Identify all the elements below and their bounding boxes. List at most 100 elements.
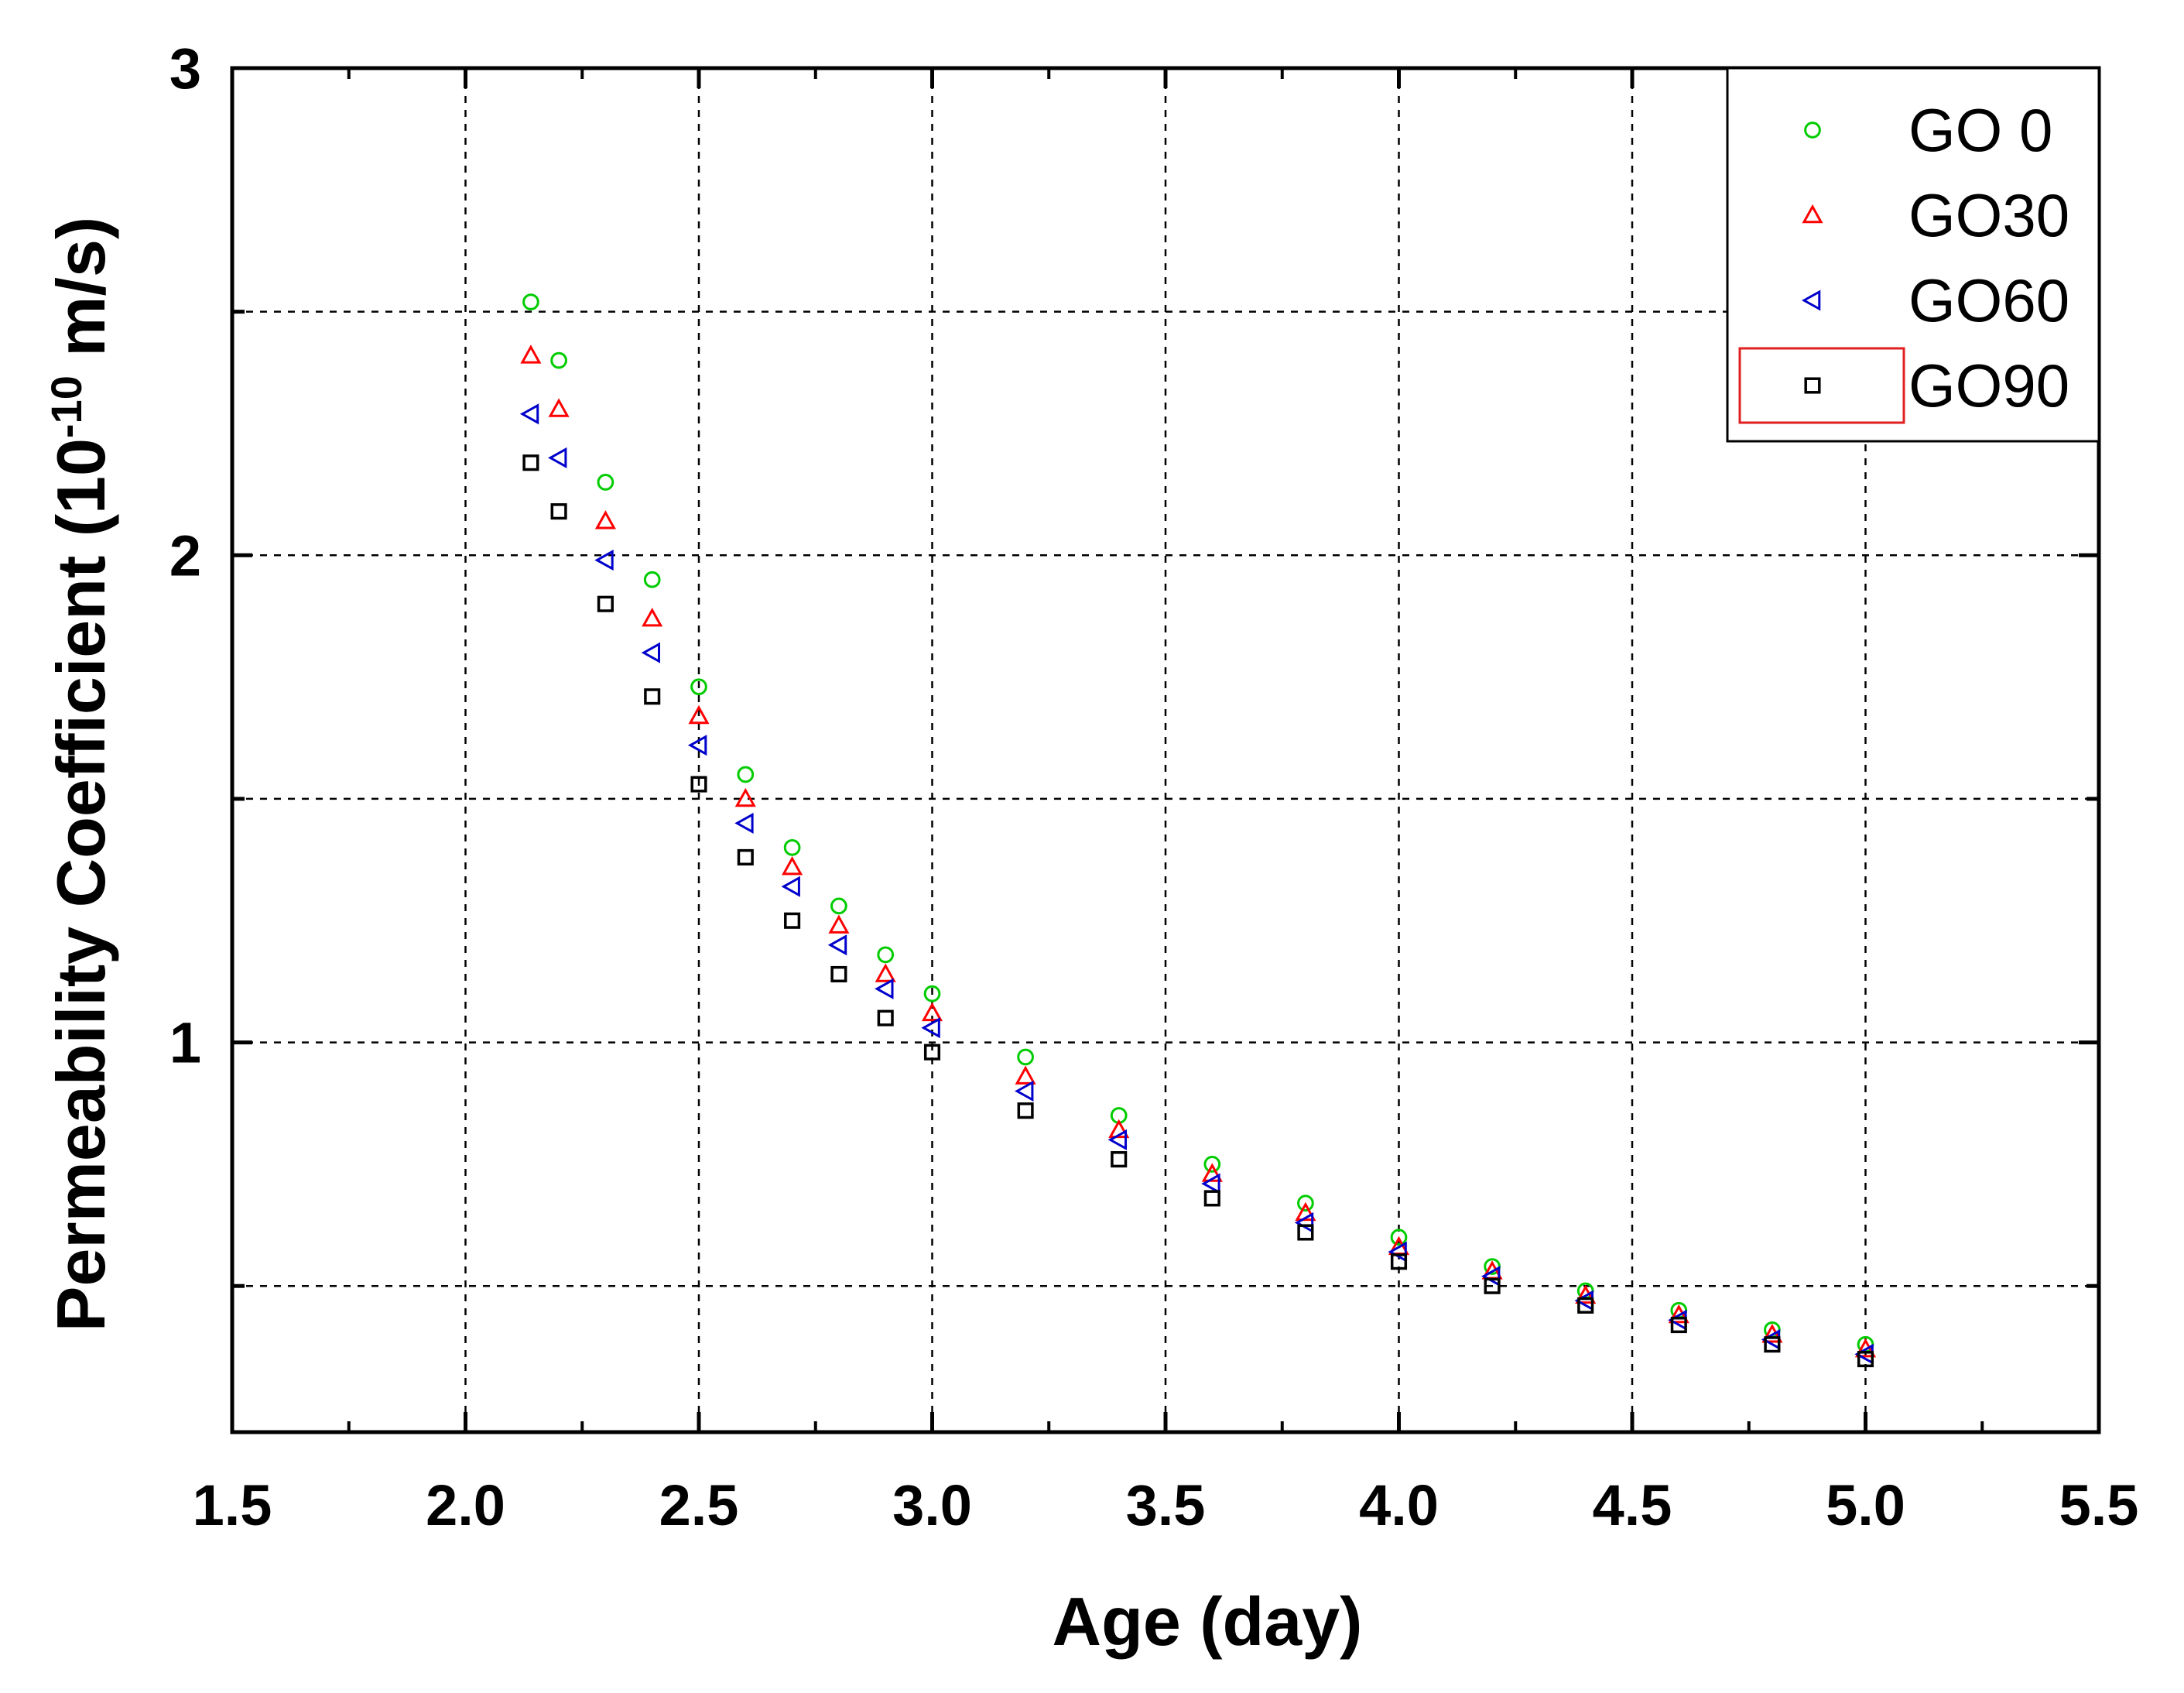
- data-point: [1484, 1277, 1501, 1294]
- data-point: [1295, 1201, 1316, 1222]
- data-point: [783, 839, 801, 856]
- data-point: [1575, 1284, 1597, 1304]
- data-point: [877, 1009, 894, 1026]
- data-point: [594, 550, 614, 571]
- x-tick-label: 1.5: [193, 1473, 272, 1537]
- data-point: [1390, 1229, 1408, 1246]
- y-axis-title-prefix: Permeability Coefficient (10: [43, 438, 119, 1331]
- data-point: [1015, 1065, 1036, 1085]
- data-point: [923, 1044, 941, 1061]
- x-tick-label: 2.0: [426, 1473, 505, 1537]
- data-point: [1111, 1151, 1128, 1168]
- data-point: [737, 766, 755, 783]
- y-tick-label: 1: [169, 1011, 201, 1075]
- x-tick-label: 4.0: [1359, 1473, 1439, 1537]
- x-tick-label: 2.5: [659, 1473, 739, 1537]
- legend-box: [1726, 67, 2100, 443]
- data-point: [921, 1017, 940, 1039]
- legend-marker: [1804, 377, 1821, 394]
- data-point: [923, 985, 941, 1002]
- x-axis-title: Age (day): [1053, 1583, 1363, 1660]
- data-point: [737, 848, 754, 865]
- data-point: [734, 787, 756, 807]
- data-point: [1670, 1317, 1687, 1334]
- legend: GO 0 GO30 GO60 GO90: [1726, 67, 2100, 443]
- data-point: [877, 946, 895, 964]
- data-point: [641, 642, 660, 663]
- x-tick-label: 4.5: [1593, 1473, 1672, 1537]
- data-point: [597, 595, 614, 612]
- data-point: [1764, 1336, 1781, 1353]
- series-go60: [519, 403, 1874, 1365]
- y-tick-label: 2: [169, 523, 201, 588]
- data-point: [827, 934, 847, 956]
- data-point: [1017, 1102, 1034, 1119]
- data-point: [875, 978, 894, 999]
- data-point: [644, 688, 661, 705]
- data-point: [782, 855, 803, 876]
- data-point: [597, 474, 614, 491]
- plot-frame: [230, 66, 2101, 1434]
- data-point: [688, 704, 710, 725]
- data-point: [1203, 1190, 1220, 1207]
- data-point: [1108, 1119, 1130, 1139]
- data-point: [643, 571, 661, 588]
- data-marks: [519, 293, 1877, 1368]
- y-tick-label: 3: [169, 36, 201, 101]
- axes: 1.5 2.0 2.5 3.0 3.5 4.0 4.5 5.0 5.5 1 2 3: [169, 36, 2139, 1537]
- x-tick-label: 5.0: [1826, 1473, 1905, 1537]
- series-go90: [522, 454, 1874, 1368]
- data-point: [520, 344, 542, 364]
- data-point: [734, 812, 754, 834]
- legend-label: GO90: [1908, 351, 2069, 420]
- data-point: [1390, 1253, 1408, 1270]
- legend-label: GO 0: [1908, 96, 2052, 164]
- legend-selection-box: [1738, 347, 1905, 424]
- data-point: [548, 447, 567, 468]
- data-point: [781, 876, 800, 897]
- data-point: [519, 403, 539, 425]
- data-point: [1201, 1173, 1220, 1194]
- data-point: [828, 914, 850, 934]
- data-point: [522, 293, 539, 310]
- data-point: [1015, 1080, 1034, 1102]
- data-point: [690, 678, 707, 696]
- legend-marker: [1802, 204, 1823, 224]
- data-point: [921, 1002, 943, 1022]
- data-point: [1857, 1351, 1874, 1368]
- data-point: [1107, 1129, 1127, 1150]
- x-tick-label: 3.0: [892, 1473, 972, 1537]
- data-point: [1668, 1304, 1689, 1324]
- data-point: [1854, 1338, 1877, 1358]
- data-point: [830, 965, 847, 983]
- legend-marker: [1801, 290, 1821, 311]
- data-point: [1297, 1224, 1314, 1241]
- data-point: [594, 510, 616, 529]
- data-point: [690, 776, 707, 793]
- data-point: [642, 608, 663, 627]
- data-point: [687, 735, 707, 756]
- legend-label: GO60: [1908, 266, 2069, 334]
- data-point: [548, 398, 570, 417]
- y-axis-title-suffix: m/s): [43, 217, 119, 375]
- data-point: [875, 963, 896, 982]
- series-go0: [522, 293, 1874, 1353]
- legend-marker: [1804, 122, 1821, 139]
- x-tick-label: 3.5: [1126, 1473, 1206, 1537]
- data-point: [1577, 1297, 1594, 1314]
- y-axis-title: Permeability Coefficient (10-10 m/s): [42, 217, 119, 1331]
- data-point: [550, 351, 567, 369]
- data-point: [1017, 1048, 1034, 1066]
- x-tick-label: 5.5: [2059, 1473, 2139, 1537]
- data-point: [522, 454, 539, 471]
- data-point: [1203, 1156, 1221, 1173]
- data-point: [1761, 1324, 1783, 1343]
- data-point: [1297, 1194, 1314, 1212]
- data-point: [1201, 1163, 1223, 1182]
- data-point: [830, 897, 847, 915]
- series-go30: [520, 344, 1877, 1358]
- data-point: [784, 912, 801, 929]
- legend-label: GO30: [1908, 181, 2069, 249]
- data-point: [550, 503, 567, 520]
